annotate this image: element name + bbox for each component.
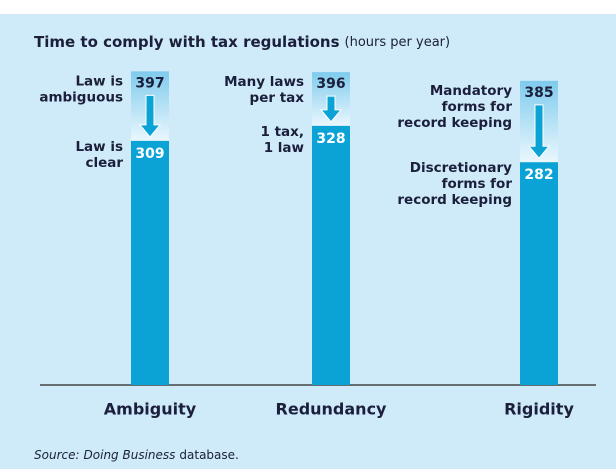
to-label: clear: [85, 155, 123, 171]
title: Time to comply with tax regulations: [34, 33, 340, 51]
x-tick-label: Ambiguity: [104, 400, 197, 419]
from-label: Many laws: [224, 74, 304, 90]
panel: [0, 14, 616, 469]
x-tick-label: Redundancy: [276, 400, 388, 419]
x-tick-label: Rigidity: [504, 400, 574, 419]
bar: [520, 162, 558, 385]
from-label: per tax: [250, 90, 305, 106]
to-label: Law is: [75, 139, 123, 155]
to-label: 1 tax,: [261, 124, 305, 140]
source-suffix: database.: [179, 448, 238, 462]
chart-title: Time to comply with tax regulations (hour…: [34, 33, 450, 51]
arrow: [527, 104, 551, 160]
to-label: 1 law: [264, 140, 304, 156]
from-label: ambiguous: [39, 89, 123, 105]
arrow: [138, 94, 162, 138]
bar: [131, 140, 169, 385]
to-value-label: 309: [135, 146, 164, 162]
subtitle: (hours per year): [345, 35, 451, 50]
from-label: Mandatory: [430, 83, 512, 99]
from-label: record keeping: [397, 115, 512, 131]
from-value-label: 397: [135, 75, 164, 91]
from-value-label: 385: [524, 85, 553, 101]
source-prefix: Source:: [34, 448, 80, 462]
arrow: [319, 95, 343, 123]
source-name: Doing Business: [84, 448, 176, 462]
to-value-label: 282: [524, 167, 553, 183]
from-value-label: 396: [316, 76, 345, 92]
source: Source: Doing Business database.: [34, 448, 239, 462]
to-label: Discretionary: [410, 160, 512, 176]
to-value-label: 328: [316, 131, 345, 147]
bar: [312, 125, 350, 385]
from-label: forms for: [442, 99, 513, 115]
to-label: record keeping: [397, 192, 512, 208]
from-label: Law is: [75, 73, 123, 89]
to-label: forms for: [442, 176, 513, 192]
